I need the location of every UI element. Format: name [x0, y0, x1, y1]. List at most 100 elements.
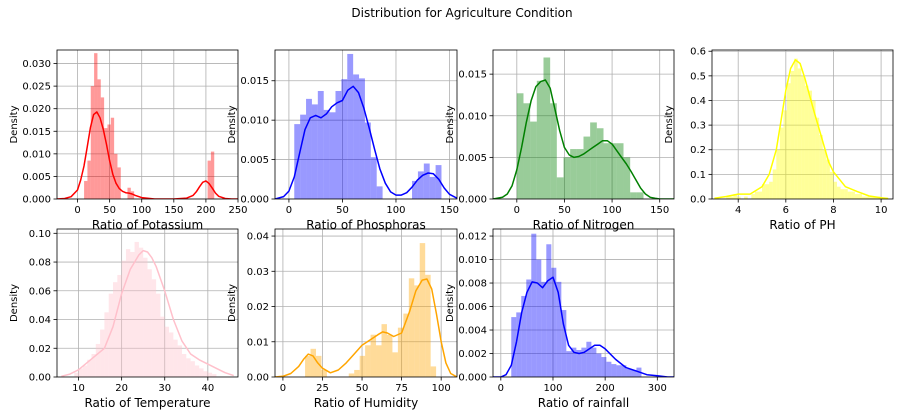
- histogram-bar: [147, 269, 152, 377]
- axes-frame: [56, 228, 239, 378]
- histogram-bar: [733, 194, 738, 199]
- plot-area: [57, 50, 238, 199]
- histogram-bar: [862, 196, 866, 199]
- histogram-bar: [521, 295, 527, 377]
- histogram-bar: [783, 110, 788, 199]
- histogram-bar: [516, 312, 522, 377]
- histogram-bar: [435, 165, 442, 199]
- histogram-bar: [511, 317, 517, 377]
- y-axis-label: Density: [664, 105, 675, 143]
- x-axis-label: Ratio of PH: [769, 218, 835, 232]
- x-tick-label: 100: [132, 205, 151, 216]
- histogram-bar: [576, 349, 582, 377]
- y-tick-label: 0.000: [458, 373, 487, 384]
- histogram-bar: [419, 243, 426, 377]
- y-axis-label: Density: [445, 105, 456, 143]
- histogram-bar: [858, 194, 863, 199]
- histogram-bar: [381, 324, 387, 377]
- subplot-4: 4 6 8 10 0.0 0.1 0.2 0.3 0.4 0.5 0.6 Ratio of PH Den…: [664, 47, 894, 232]
- x-tick-label: 100: [603, 205, 622, 216]
- y-tick-label: 0.010: [458, 255, 487, 266]
- x-tick-label: 10: [875, 205, 888, 216]
- y-tick-label: 0.02: [247, 302, 269, 313]
- y-tick-label: 0.004: [458, 326, 487, 337]
- plot-area: [712, 50, 893, 199]
- histogram-bar: [117, 274, 122, 377]
- y-tick-label: 0.000: [458, 195, 487, 206]
- histogram-bar: [616, 143, 624, 199]
- x-tick-label: 75: [395, 383, 408, 394]
- y-tick-label: 0.6: [690, 47, 706, 58]
- histogram-bar: [125, 249, 131, 377]
- histogram-bar: [117, 167, 121, 199]
- histogram-bar: [601, 357, 607, 377]
- y-tick-label: 0.3: [690, 121, 706, 132]
- histogram-bar: [829, 171, 834, 199]
- x-tick-label: 250: [228, 205, 247, 216]
- axes-frame: [274, 228, 458, 378]
- y-tick-label: 0.000: [22, 195, 51, 206]
- plot-area: [493, 50, 674, 199]
- histogram-bar: [151, 279, 157, 377]
- histogram-bar: [430, 366, 437, 377]
- histogram-bar: [551, 267, 557, 377]
- histogram-bar: [541, 281, 547, 377]
- x-tick-label: 40: [201, 383, 214, 394]
- y-tick-label: 0.000: [240, 195, 269, 206]
- x-tick-label: 50: [336, 205, 349, 216]
- x-tick-label: 25: [316, 383, 329, 394]
- histogram-bar: [536, 80, 544, 199]
- histogram-bar: [370, 334, 377, 377]
- histogram-bar: [636, 192, 644, 199]
- histogram-bar: [190, 361, 195, 377]
- x-axis-label: Ratio of Temperature: [84, 396, 210, 410]
- y-tick-label: 0.030: [22, 59, 51, 70]
- y-tick-label: 0.01: [247, 337, 269, 348]
- histogram-bar: [392, 352, 398, 377]
- histogram-bar: [596, 353, 602, 377]
- histogram-bar: [531, 233, 537, 377]
- histogram-bar: [365, 345, 371, 377]
- x-tick-label: 20: [115, 383, 128, 394]
- x-tick-label: 4: [735, 205, 741, 216]
- histogram-bar: [833, 181, 838, 199]
- histogram-bar: [354, 369, 360, 377]
- y-tick-label: 0.005: [458, 153, 487, 164]
- x-tick-label: 0: [286, 205, 292, 216]
- histogram-bar: [581, 347, 587, 377]
- histogram-bar: [596, 128, 604, 199]
- histogram-bar: [300, 114, 307, 199]
- y-tick-label: 0.025: [22, 82, 51, 93]
- histogram-bar: [315, 355, 322, 377]
- y-tick-label: 0.015: [458, 70, 487, 81]
- histogram-bar: [194, 365, 200, 377]
- x-tick-label: 6: [783, 205, 789, 216]
- histogram-bar: [769, 181, 773, 199]
- axes-frame: [711, 49, 894, 200]
- histogram-bar: [576, 149, 584, 199]
- histogram-bar: [758, 191, 763, 199]
- histogram-bar: [790, 70, 795, 199]
- histogram-bar: [765, 184, 770, 199]
- histogram-bar: [429, 176, 436, 199]
- y-tick-label: 0.1: [690, 170, 706, 181]
- y-tick-label: 0.2: [690, 145, 706, 156]
- histogram-bar: [623, 157, 631, 199]
- histogram-bar: [341, 79, 348, 199]
- histogram-bar: [347, 53, 354, 199]
- x-tick-label: 200: [596, 383, 615, 394]
- histogram-bar: [794, 58, 798, 199]
- histogram-bar: [819, 134, 823, 199]
- x-tick-label: 0: [514, 205, 520, 216]
- y-tick-label: 0.4: [690, 96, 706, 107]
- histogram-bar: [87, 160, 91, 199]
- histogram-bar: [104, 128, 108, 199]
- histogram-bar: [143, 257, 148, 377]
- histogram-bar: [586, 341, 592, 377]
- histogram-bar: [412, 180, 418, 199]
- histogram-bar: [134, 241, 139, 377]
- histogram-bar: [376, 186, 383, 199]
- histogram-bar: [173, 339, 178, 377]
- histogram-bar: [854, 194, 859, 199]
- x-tick-label: 50: [558, 205, 571, 216]
